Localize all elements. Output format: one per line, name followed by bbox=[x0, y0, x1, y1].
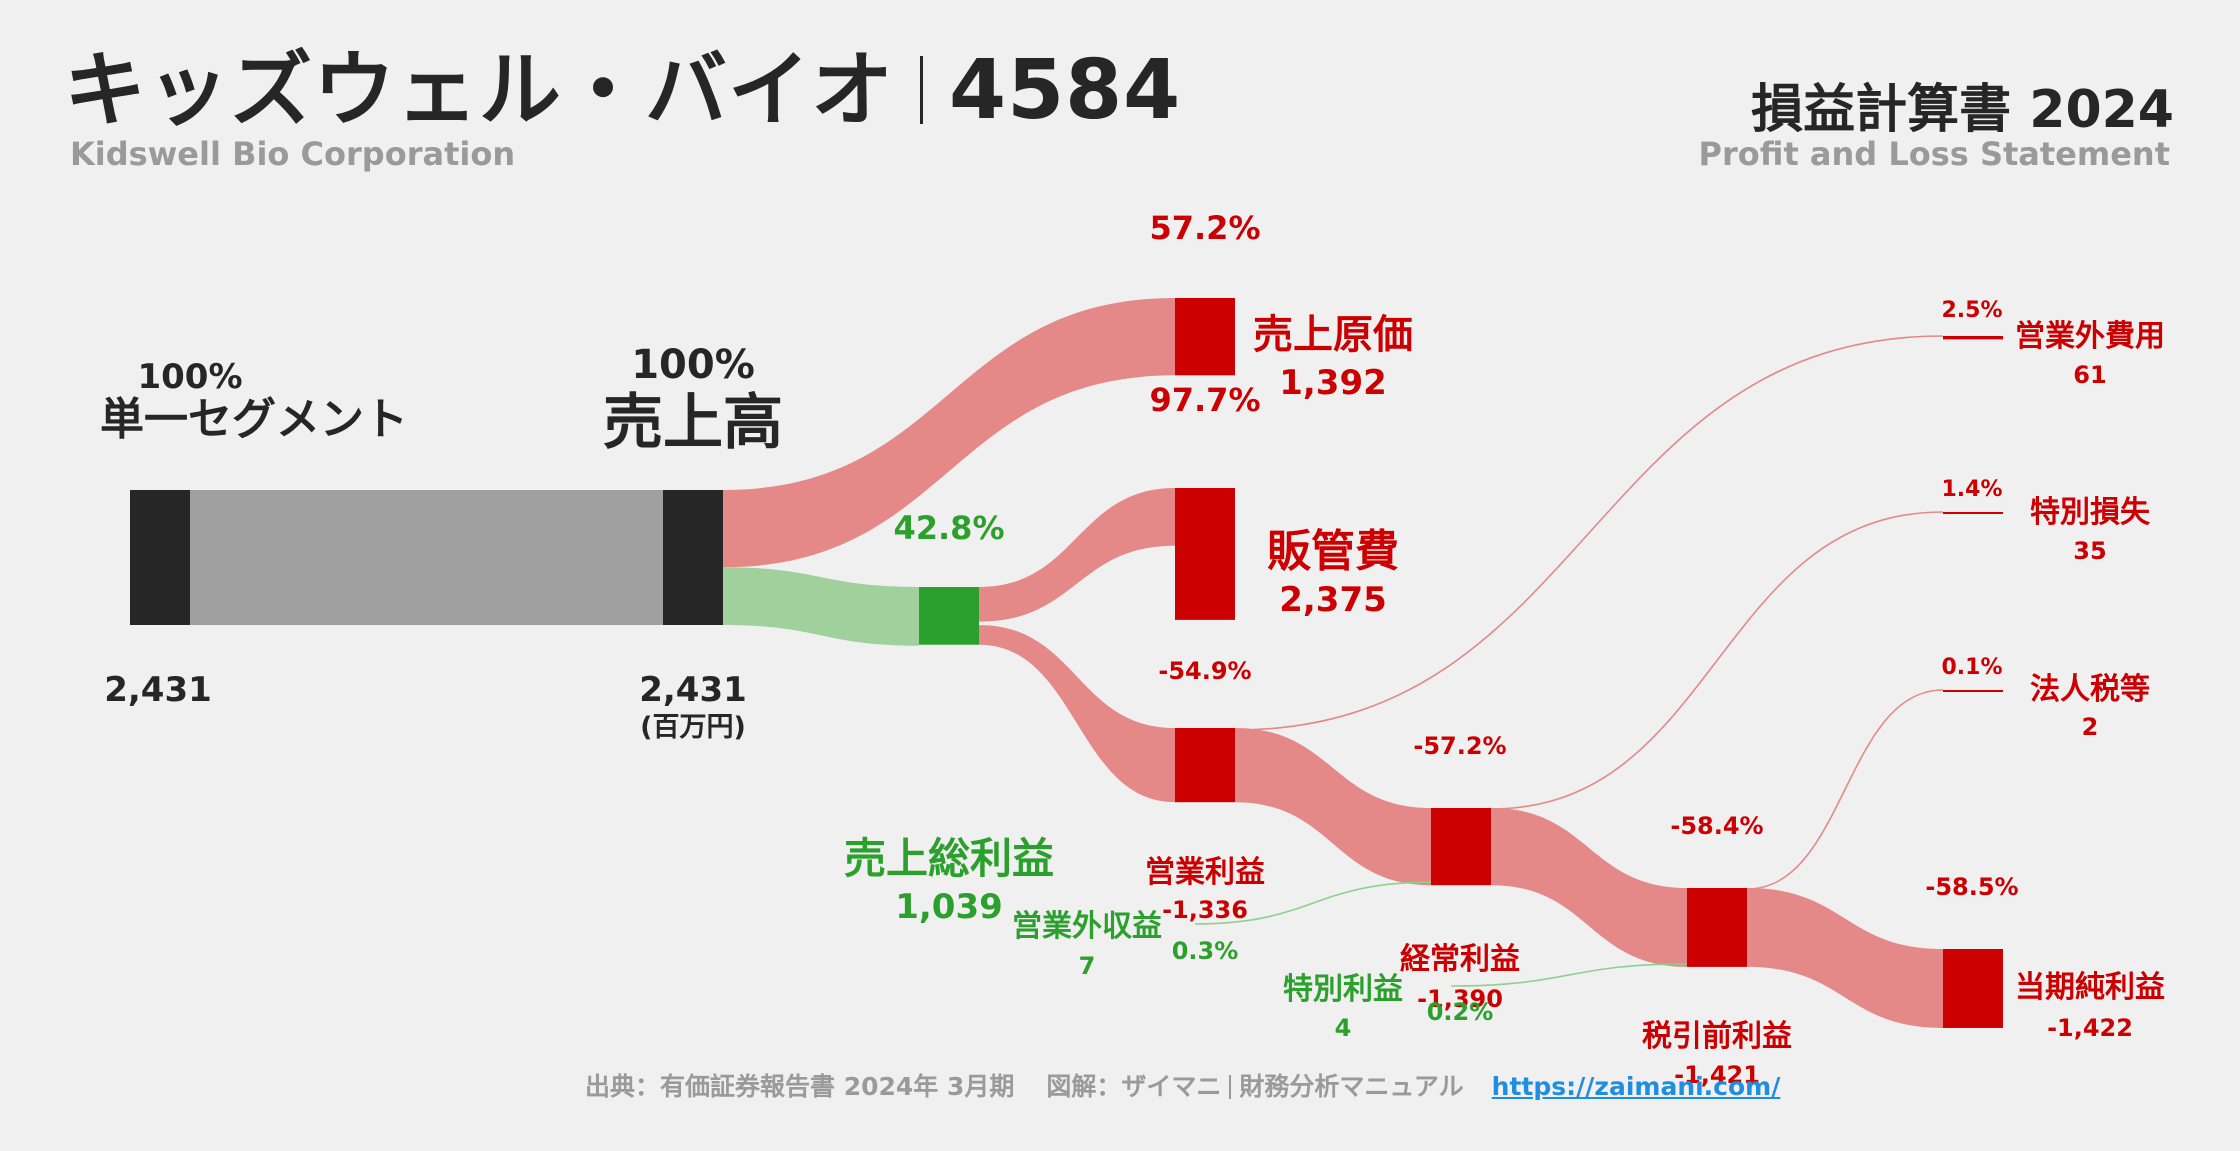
node-extraordinary-loss bbox=[1943, 512, 2003, 514]
link-ordinary-extraordinary-loss bbox=[1490, 511, 1944, 810]
revenue-value: 2,431 bbox=[639, 670, 747, 710]
cogs-ratio: 97.7% bbox=[1149, 381, 1261, 419]
link-non-op-income-operating bbox=[1194, 881, 1432, 925]
node-sga bbox=[1175, 488, 1235, 620]
company-title: キッズウェル・バイオ 4584 bbox=[64, 50, 1181, 132]
income-taxes-pct: 0.1% bbox=[1941, 655, 2003, 680]
node-operating-income bbox=[1175, 728, 1235, 803]
extraordinary-loss-label: 特別損失 bbox=[2030, 495, 2150, 530]
operating-income-value: -1,336 bbox=[1162, 896, 1248, 924]
net-income-value: -1,422 bbox=[2047, 1014, 2133, 1042]
ordinary-income-label: 経常利益 bbox=[1400, 942, 1520, 977]
gross-profit-pct: 42.8% bbox=[893, 509, 1005, 547]
operating-income-pct: -54.9% bbox=[1158, 657, 1252, 685]
node-net-income bbox=[1943, 949, 2003, 1028]
link-pretax-ordinary bbox=[1491, 808, 1687, 967]
company-name: キッズウェル・バイオ bbox=[64, 43, 895, 138]
extraordinary-income-pct: 0.2% bbox=[1426, 998, 1494, 1026]
statement-title-english: Profit and Loss Statement bbox=[1698, 135, 2170, 173]
node-non-op-expense bbox=[1943, 336, 2003, 340]
node-gross-profit bbox=[919, 587, 979, 645]
footer-credit: 図解：ザイマニ bbox=[1046, 1072, 1222, 1101]
revenue-label: 売上高 bbox=[603, 388, 783, 458]
extraordinary-income-label: 特別利益 bbox=[1283, 972, 1403, 1007]
non-op-expense-label: 営業外費用 bbox=[2015, 319, 2165, 354]
link-extraordinary-income-ordinary bbox=[1450, 963, 1688, 987]
link-ordinary-operating bbox=[1235, 728, 1431, 886]
statement-title: 損益計算書 2024 bbox=[1751, 80, 2174, 140]
pretax-income-label: 税引前利益 bbox=[1642, 1019, 1792, 1054]
segment-value: 2,431 bbox=[104, 670, 212, 710]
link-operating-income-sga bbox=[979, 625, 1175, 803]
company-name-english: Kidswell Bio Corporation bbox=[70, 135, 516, 173]
sankey-nodes bbox=[130, 298, 2003, 1028]
footer-credit-suffix: 財務分析マニュアル bbox=[1239, 1072, 1464, 1101]
link-operating-non-op-expense bbox=[1234, 335, 1944, 731]
non-op-expense-value: 61 bbox=[2073, 361, 2107, 389]
link-revenue-cogs bbox=[723, 298, 1175, 568]
extraordinary-loss-pct: 1.4% bbox=[1941, 477, 2003, 502]
link-pretax-income-taxes bbox=[1746, 689, 1944, 890]
revenue-pct: 100% bbox=[631, 342, 755, 388]
ordinary-income-pct: -57.2% bbox=[1413, 732, 1507, 760]
node-revenue bbox=[663, 490, 723, 625]
footer-link[interactable]: https://zaimani.com/ bbox=[1491, 1072, 1781, 1101]
node-pretax-income bbox=[1687, 888, 1747, 967]
non-op-income-value: 7 bbox=[1078, 952, 1096, 980]
pretax-income-pct: -58.4% bbox=[1670, 812, 1764, 840]
income-taxes-value: 2 bbox=[2081, 713, 2099, 741]
footer-separator bbox=[1229, 1075, 1232, 1099]
unit-label: (百万円) bbox=[640, 712, 746, 743]
cogs-value: 1,392 bbox=[1279, 363, 1387, 403]
footer: 出典：有価証券報告書 2024年 3月期 図解：ザイマニ 財務分析マニュアル http… bbox=[585, 1074, 1780, 1099]
link-gross-profit-sga bbox=[979, 488, 1175, 622]
extraordinary-loss-value: 35 bbox=[2073, 537, 2107, 565]
sga-value: 2,375 bbox=[1279, 580, 1387, 620]
cogs-label: 売上原価 bbox=[1253, 312, 1413, 358]
net-income-pct: -58.5% bbox=[1925, 873, 2019, 901]
cogs-pct: 57.2% bbox=[1149, 209, 1261, 247]
footer-source: 出典：有価証券報告書 2024年 3月期 bbox=[585, 1072, 1015, 1101]
title-separator bbox=[920, 56, 924, 124]
link-net-pretax bbox=[1747, 888, 1943, 1028]
sankey-links bbox=[190, 298, 1944, 1028]
non-op-expense-pct: 2.5% bbox=[1941, 298, 2003, 323]
non-op-income-pct: 0.3% bbox=[1171, 937, 1239, 965]
ticker-code: 4584 bbox=[949, 43, 1182, 138]
link-revenue-gross-profit bbox=[723, 567, 919, 646]
extraordinary-income-value: 4 bbox=[1334, 1014, 1352, 1042]
node-ordinary-income bbox=[1431, 808, 1491, 886]
net-income-label: 当期純利益 bbox=[2015, 970, 2165, 1005]
node-income-taxes bbox=[1943, 690, 2003, 692]
gross-profit-value: 1,039 bbox=[895, 887, 1003, 927]
gross-profit-label: 売上総利益 bbox=[843, 834, 1055, 883]
non-op-income-label: 営業外収益 bbox=[1012, 909, 1162, 944]
segment-label: 単一セグメント bbox=[100, 394, 408, 445]
sga-label: 販管費 bbox=[1267, 526, 1399, 577]
node-segment bbox=[130, 490, 190, 625]
segment-pct: 100% bbox=[137, 357, 243, 397]
operating-income-label: 営業利益 bbox=[1145, 855, 1265, 890]
link-segment-revenue bbox=[190, 490, 663, 625]
node-cogs bbox=[1175, 298, 1235, 376]
ordinary-income-value: -1,390 bbox=[1417, 985, 1503, 1013]
pretax-income-value: -1,421 bbox=[1674, 1061, 1760, 1089]
income-taxes-label: 法人税等 bbox=[2030, 672, 2150, 707]
